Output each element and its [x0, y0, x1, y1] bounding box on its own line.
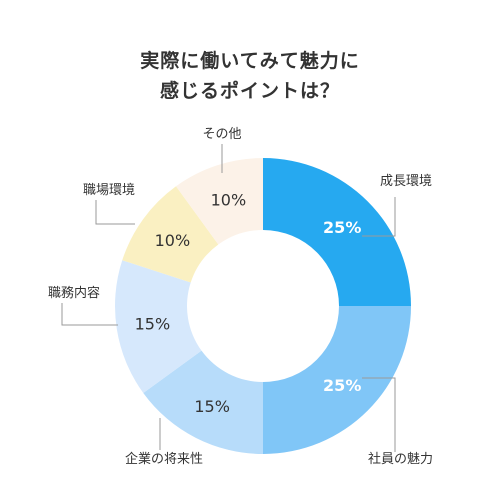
leader-line-5	[95, 200, 135, 225]
donut-slice-5	[122, 186, 219, 283]
category-label-2: 社員の魅力	[368, 451, 433, 467]
category-label-6: その他	[202, 127, 241, 142]
category-label-3: 企業の将来性	[125, 451, 203, 467]
value-label-6: 10%	[211, 190, 247, 209]
leader-line-4	[61, 303, 118, 326]
donut-slice-4	[115, 260, 202, 393]
value-label-4: 15%	[135, 315, 171, 334]
chart-title-line-1: 実際に働いてみて魅力に	[140, 50, 360, 72]
chart-title-line-2: 感じるポイントは？	[159, 80, 340, 102]
category-label-1: 成長環境	[380, 174, 432, 189]
donut-slice-1	[263, 158, 411, 306]
value-label-1: 25%	[323, 218, 361, 237]
category-label-5: 職場環境	[83, 183, 135, 198]
value-label-5: 10%	[155, 231, 191, 250]
category-label-4: 職務内容	[48, 285, 100, 301]
value-label-2: 25%	[323, 376, 361, 395]
leader-line-2	[362, 377, 396, 452]
leader-line-1	[362, 197, 396, 237]
value-label-3: 15%	[194, 397, 230, 416]
donut-slice-6	[176, 158, 263, 245]
donut-slice-2	[263, 306, 411, 454]
donut-slice-3	[143, 350, 263, 454]
